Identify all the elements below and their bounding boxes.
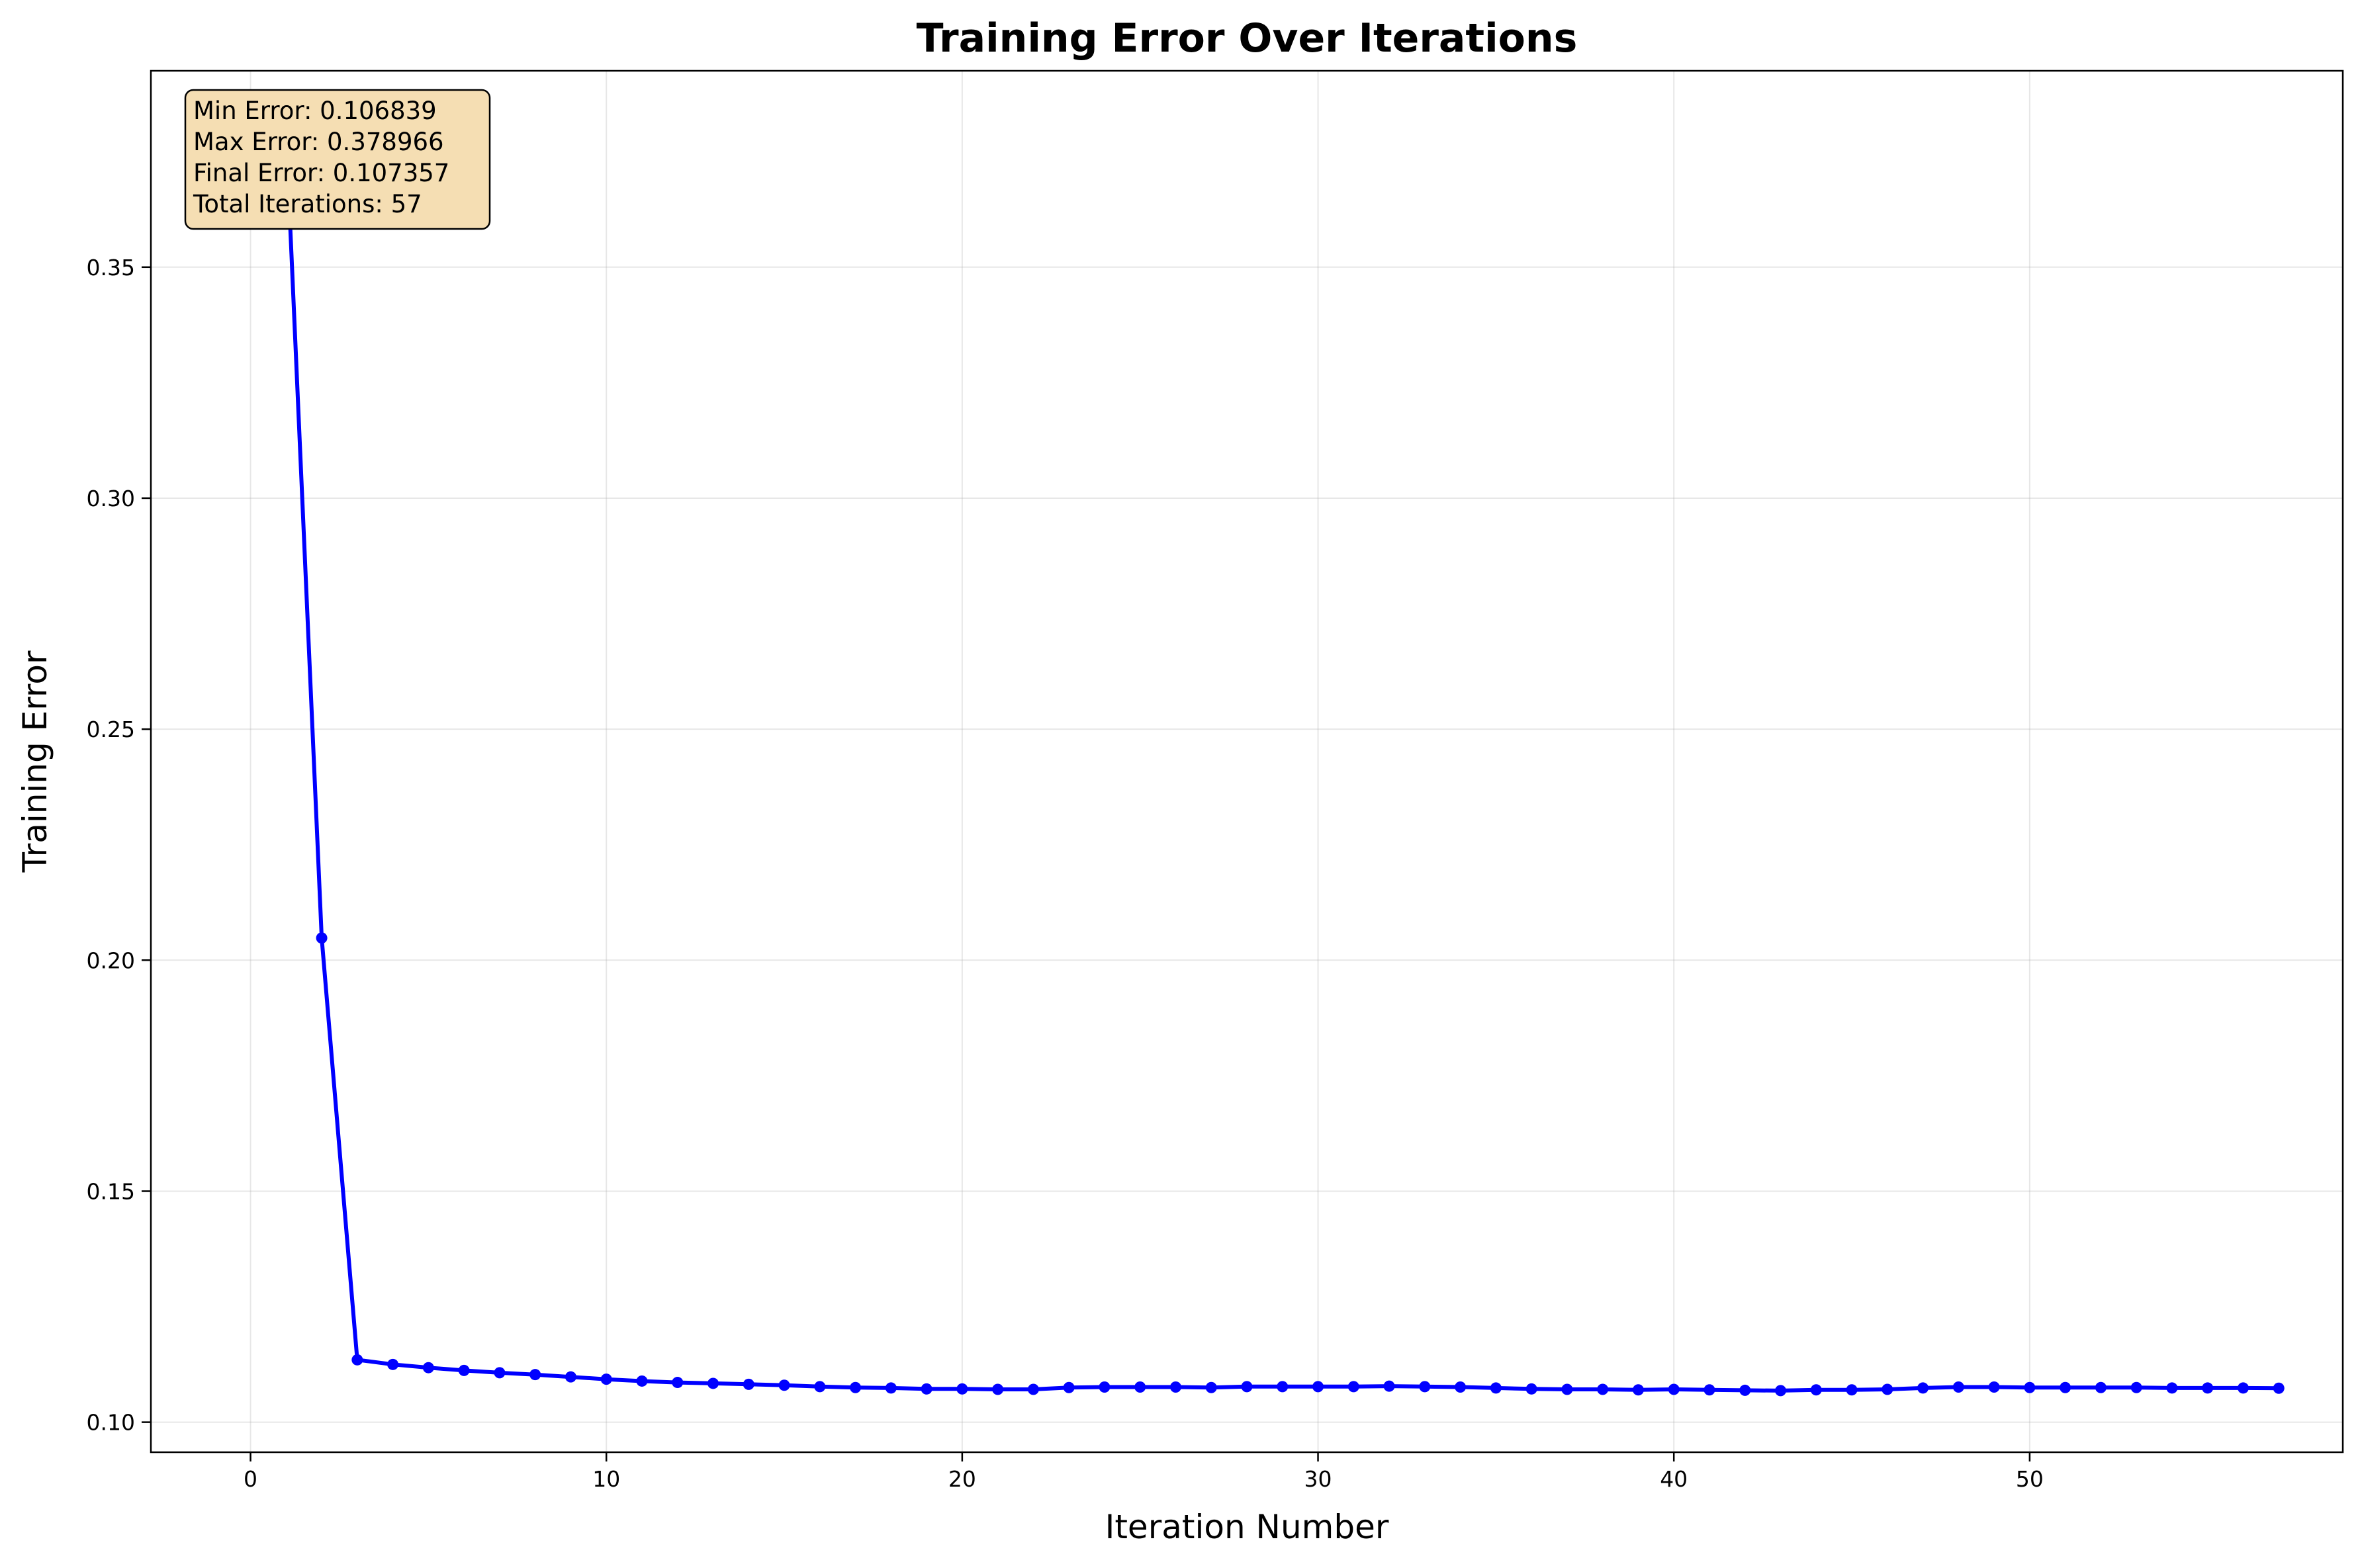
grid [151, 71, 2343, 1452]
data-point [316, 932, 328, 944]
x-axis-ticks: 0 10 20 30 40 50 [244, 1452, 2044, 1492]
data-point [1703, 1384, 1715, 1396]
data-point [1490, 1382, 1502, 1394]
data-point [1561, 1383, 1573, 1395]
data-point [2095, 1381, 2107, 1393]
chart-title: Training Error Over Iterations [917, 15, 1578, 62]
data-point [1347, 1381, 1359, 1393]
data-point [1774, 1385, 1786, 1397]
data-point [1169, 1381, 1181, 1393]
y-tick-label: 0.30 [87, 486, 135, 511]
data-point [2130, 1381, 2142, 1393]
plot-area [151, 71, 2343, 1452]
data-point [1205, 1381, 1217, 1393]
data-point [743, 1378, 754, 1390]
stat-min-error: Min Error: 0.106839 [193, 97, 437, 125]
y-axis-ticks: 0.10 0.15 0.20 0.25 0.30 0.35 [87, 255, 151, 1436]
data-point [1739, 1384, 1751, 1396]
stats-box-background [184, 89, 491, 230]
data-point [1241, 1381, 1253, 1393]
data-point [707, 1377, 719, 1389]
data-point [422, 1362, 434, 1373]
stats-annotation: Min Error: 0.106839 Max Error: 0.378966 … [184, 89, 491, 230]
x-axis-label: Iteration Number [1105, 1508, 1389, 1546]
x-tick-label: 40 [1660, 1466, 1688, 1492]
data-point [494, 1367, 506, 1379]
data-point [1597, 1383, 1609, 1395]
y-axis-label: Training Error [16, 650, 54, 873]
data-point [1419, 1381, 1431, 1393]
stat-final-error: Final Error: 0.107357 [193, 159, 449, 187]
y-tick-label: 0.35 [87, 255, 135, 281]
data-point [1027, 1383, 1039, 1395]
data-point [529, 1369, 541, 1381]
data-point [565, 1371, 576, 1383]
data-point [1882, 1383, 1893, 1395]
data-point [1134, 1381, 1146, 1393]
data-point [1668, 1383, 1680, 1395]
data-point [1312, 1381, 1324, 1393]
data-point [1632, 1384, 1644, 1396]
y-tick-label: 0.10 [87, 1410, 135, 1436]
data-point [600, 1373, 612, 1385]
data-point [2166, 1382, 2178, 1394]
data-point [458, 1364, 470, 1376]
data-point [1277, 1381, 1289, 1393]
y-tick-label: 0.20 [87, 947, 135, 973]
data-point [1952, 1381, 1964, 1393]
data-point [1455, 1381, 1467, 1393]
y-tick-label: 0.15 [87, 1178, 135, 1204]
y-tick-label: 0.25 [87, 717, 135, 742]
x-tick-label: 20 [948, 1466, 976, 1492]
plot-frame [150, 69, 2344, 1454]
x-tick-label: 10 [592, 1466, 620, 1492]
data-point [2202, 1382, 2214, 1394]
data-point [2237, 1382, 2249, 1394]
data-point [814, 1381, 826, 1393]
data-point [885, 1382, 897, 1394]
data-point [2060, 1381, 2071, 1393]
data-point [1988, 1381, 2000, 1393]
data-point [1846, 1384, 1858, 1396]
data-point [992, 1383, 1004, 1395]
data-point [921, 1383, 932, 1395]
stat-total-iterations: Total Iterations: 57 [193, 190, 422, 218]
data-point [778, 1379, 790, 1391]
data-point [636, 1375, 648, 1387]
data-point [387, 1358, 399, 1370]
data-point [1063, 1381, 1075, 1393]
data-point [1099, 1381, 1111, 1393]
data-point [1525, 1383, 1537, 1395]
data-point [2273, 1382, 2285, 1394]
data-point [2024, 1381, 2036, 1393]
data-point [850, 1381, 862, 1393]
data-point [956, 1383, 968, 1395]
data-point [1810, 1384, 1822, 1396]
data-point [351, 1354, 363, 1366]
x-tick-label: 0 [244, 1466, 257, 1492]
x-tick-label: 50 [2016, 1466, 2044, 1492]
stat-max-error: Max Error: 0.378966 [193, 128, 444, 156]
x-tick-label: 30 [1304, 1466, 1332, 1492]
data-point [1917, 1382, 1929, 1394]
series-layer [280, 128, 2285, 1397]
data-point [672, 1377, 684, 1389]
data-point [1383, 1380, 1395, 1392]
